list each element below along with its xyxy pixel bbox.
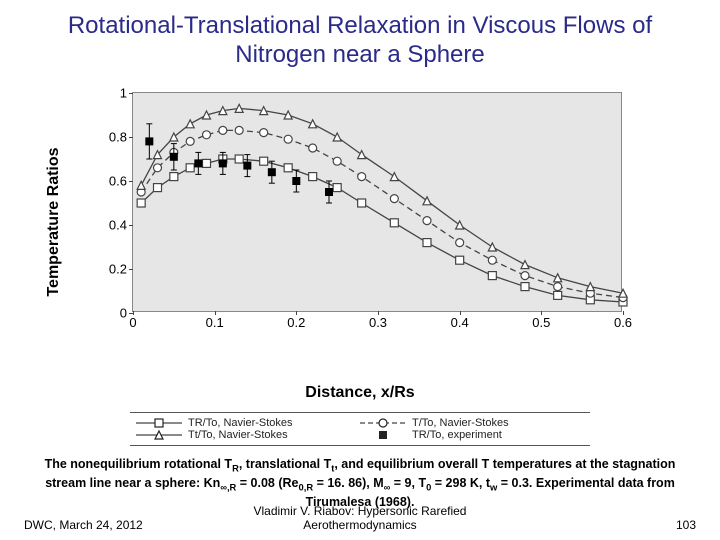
caption: The nonequilibrium rotational TR, transl… — [0, 446, 720, 511]
xtick-label: 0.3 — [369, 315, 387, 330]
footer-author: Vladimir V. Riabov: Hypersonic Rarefied … — [216, 504, 504, 532]
ytick-label: 0.8 — [109, 129, 127, 144]
legend-item: Tt/To, Navier-Stokes — [136, 429, 360, 441]
xtick-label: 0.2 — [287, 315, 305, 330]
legend-item: TR/To, Navier-Stokes — [136, 417, 360, 429]
legend-label: TR/To, experiment — [412, 429, 502, 441]
legend-label: T/To, Navier-Stokes — [412, 417, 509, 429]
chart-svg — [133, 93, 621, 311]
legend: TR/To, Navier-StokesT/To, Navier-StokesT… — [130, 412, 590, 446]
xtick-label: 0.5 — [532, 315, 550, 330]
y-axis-label: Temperature Ratios — [45, 147, 63, 296]
footer: DWC, March 24, 2012 Vladimir V. Riabov: … — [0, 504, 720, 532]
xtick-label: 0.1 — [206, 315, 224, 330]
ytick-label: 1 — [120, 85, 127, 100]
chart-container: Temperature Ratios 00.20.40.60.8100.10.2… — [80, 82, 640, 362]
legend-item: T/To, Navier-Stokes — [360, 417, 584, 429]
footer-page: 103 — [504, 518, 696, 532]
ytick-label: 0.2 — [109, 261, 127, 276]
xtick-label: 0 — [129, 315, 136, 330]
xtick-label: 0.6 — [614, 315, 632, 330]
legend-item: TR/To, experiment — [360, 429, 584, 441]
ytick-label: 0.6 — [109, 173, 127, 188]
legend-label: TR/To, Navier-Stokes — [188, 417, 293, 429]
legend-label: Tt/To, Navier-Stokes — [188, 429, 288, 441]
x-axis-label: Distance, x/Rs — [305, 384, 414, 402]
ytick-label: 0 — [120, 305, 127, 320]
slide-title: Rotational-Translational Relaxation in V… — [0, 0, 720, 78]
xtick-label: 0.4 — [451, 315, 469, 330]
footer-date: DWC, March 24, 2012 — [24, 518, 216, 532]
plot-area: 00.20.40.60.8100.10.20.30.40.50.6 — [132, 92, 622, 312]
ytick-label: 0.4 — [109, 217, 127, 232]
